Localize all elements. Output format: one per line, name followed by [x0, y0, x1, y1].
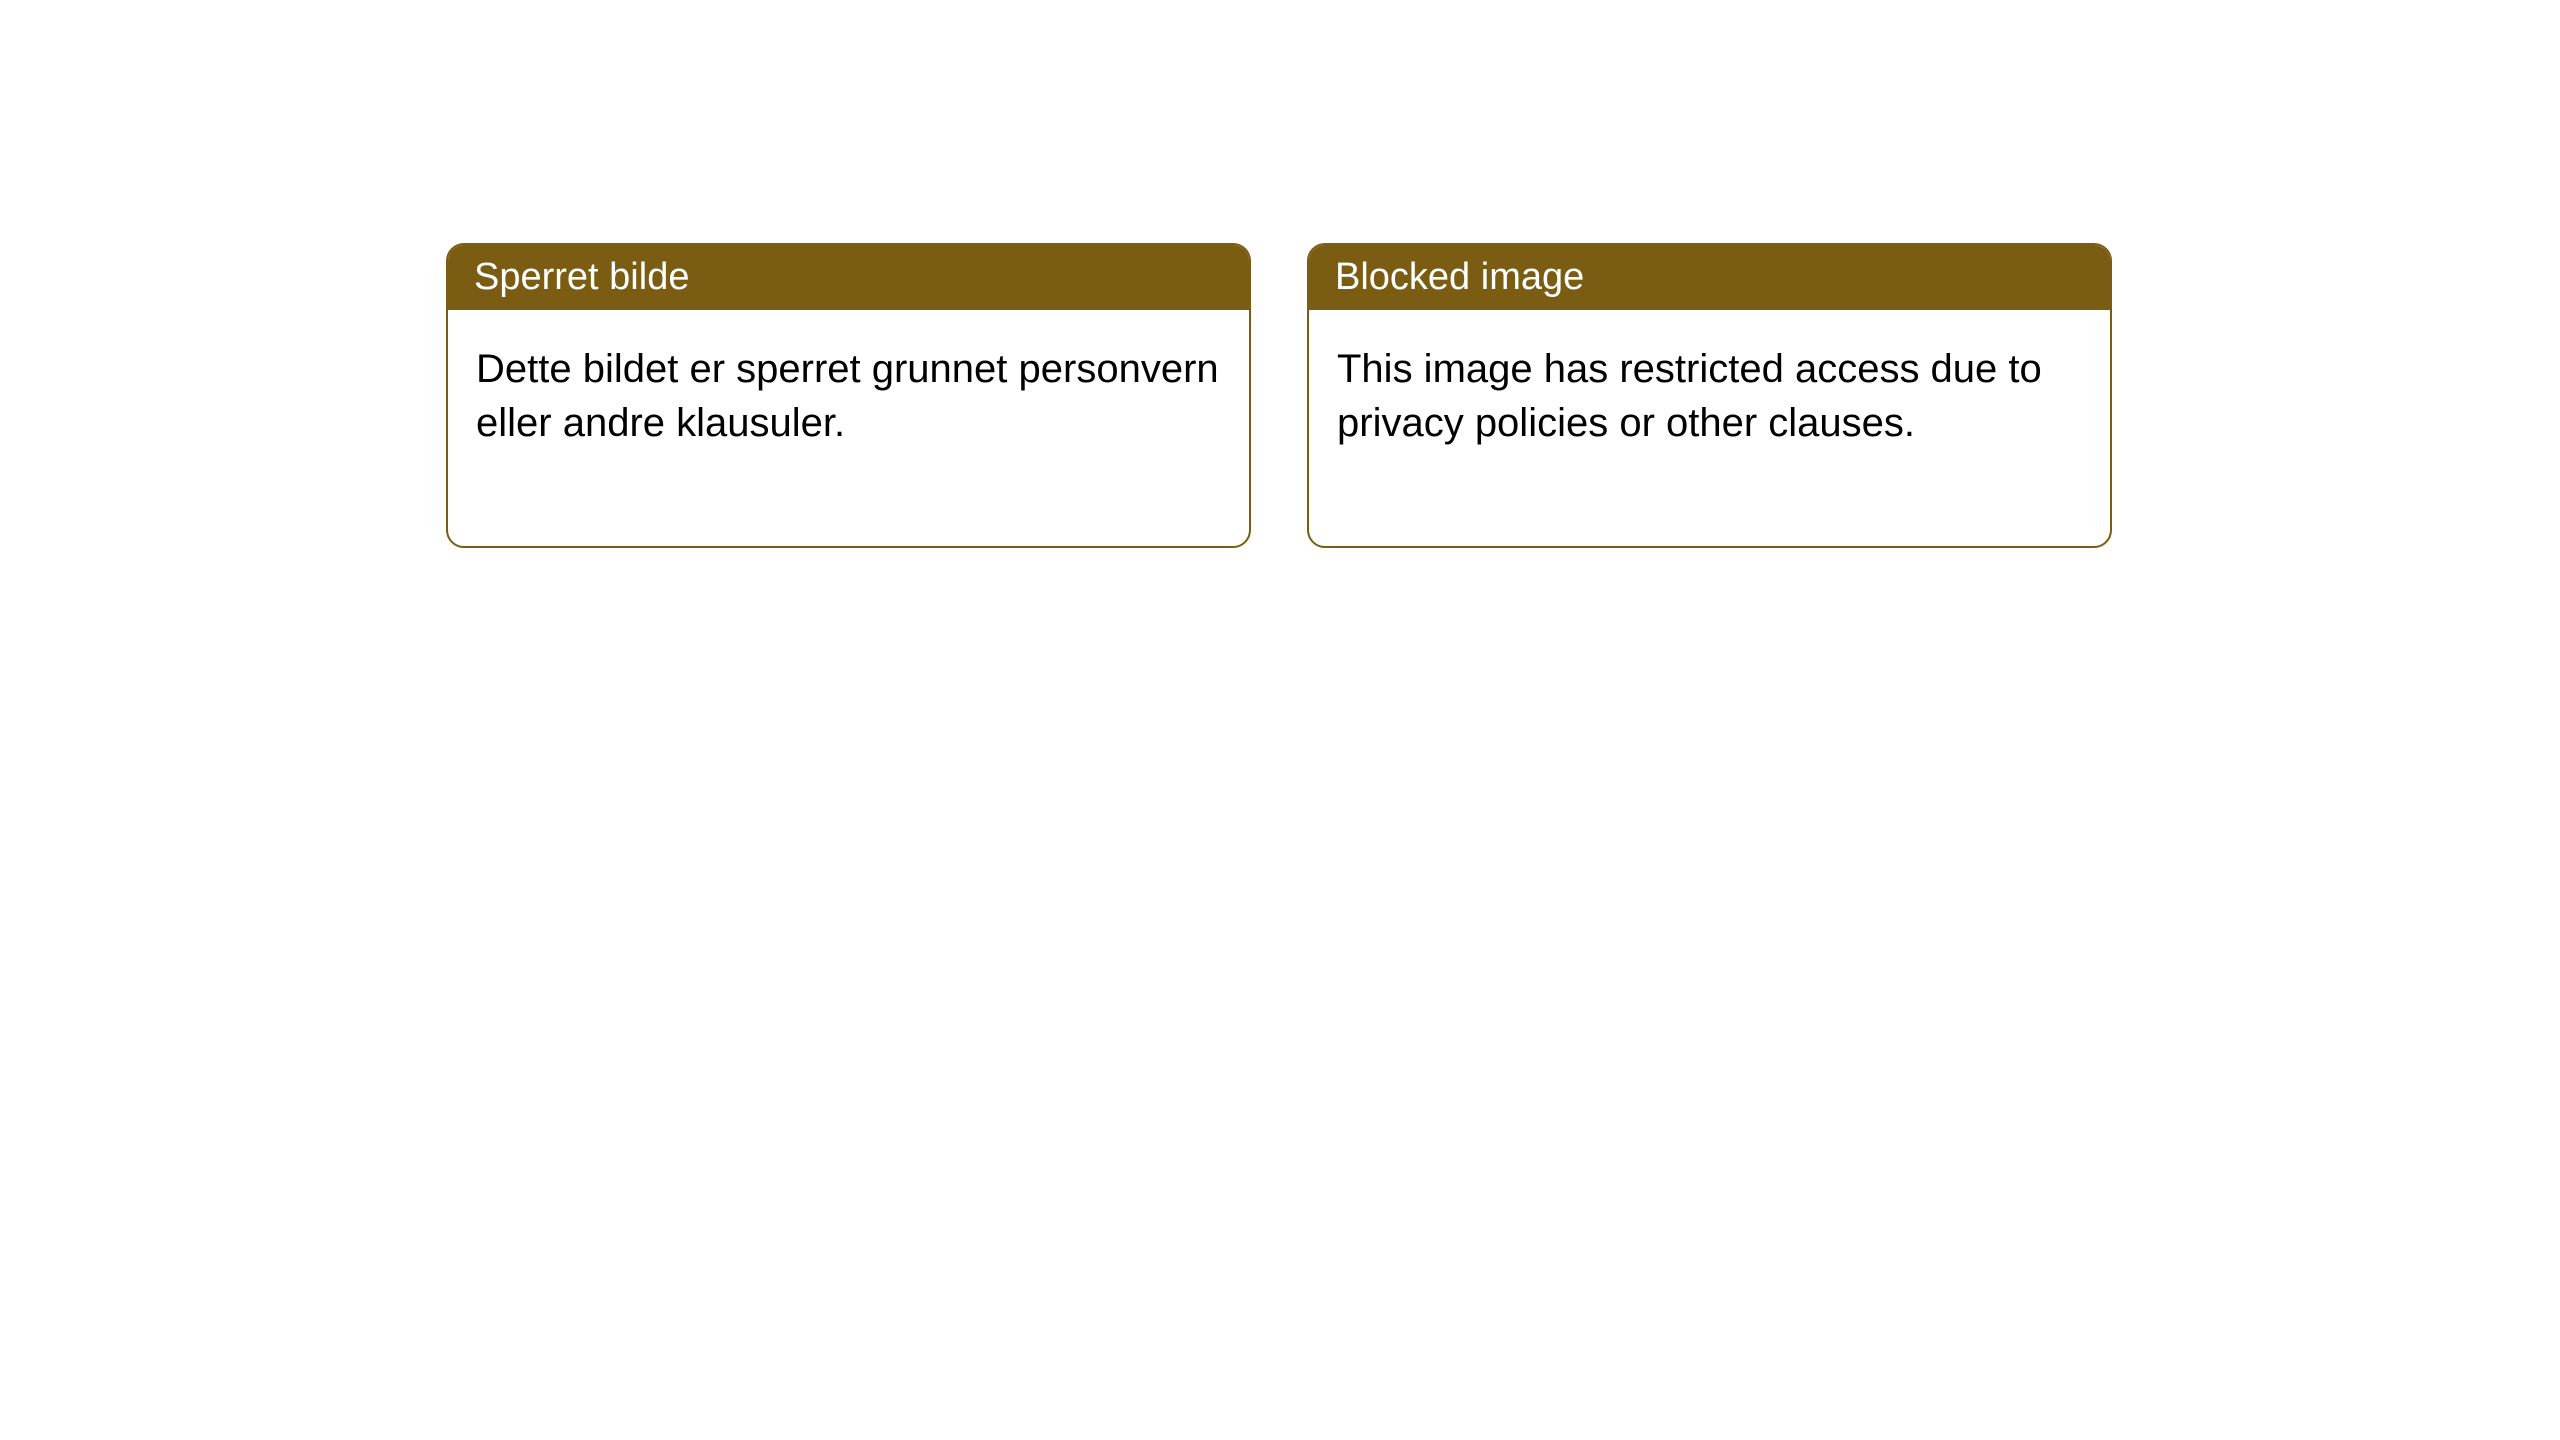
notice-header: Blocked image: [1309, 245, 2110, 310]
notice-body-text: This image has restricted access due to …: [1337, 347, 2042, 445]
notice-body: This image has restricted access due to …: [1309, 310, 2110, 546]
notice-header: Sperret bilde: [448, 245, 1249, 310]
notice-body-text: Dette bildet er sperret grunnet personve…: [476, 347, 1219, 445]
notice-card-norwegian: Sperret bilde Dette bildet er sperret gr…: [446, 243, 1251, 548]
notices-container: Sperret bilde Dette bildet er sperret gr…: [446, 243, 2112, 548]
notice-card-english: Blocked image This image has restricted …: [1307, 243, 2112, 548]
notice-title: Blocked image: [1335, 256, 1584, 298]
notice-body: Dette bildet er sperret grunnet personve…: [448, 310, 1249, 546]
notice-title: Sperret bilde: [474, 256, 689, 298]
